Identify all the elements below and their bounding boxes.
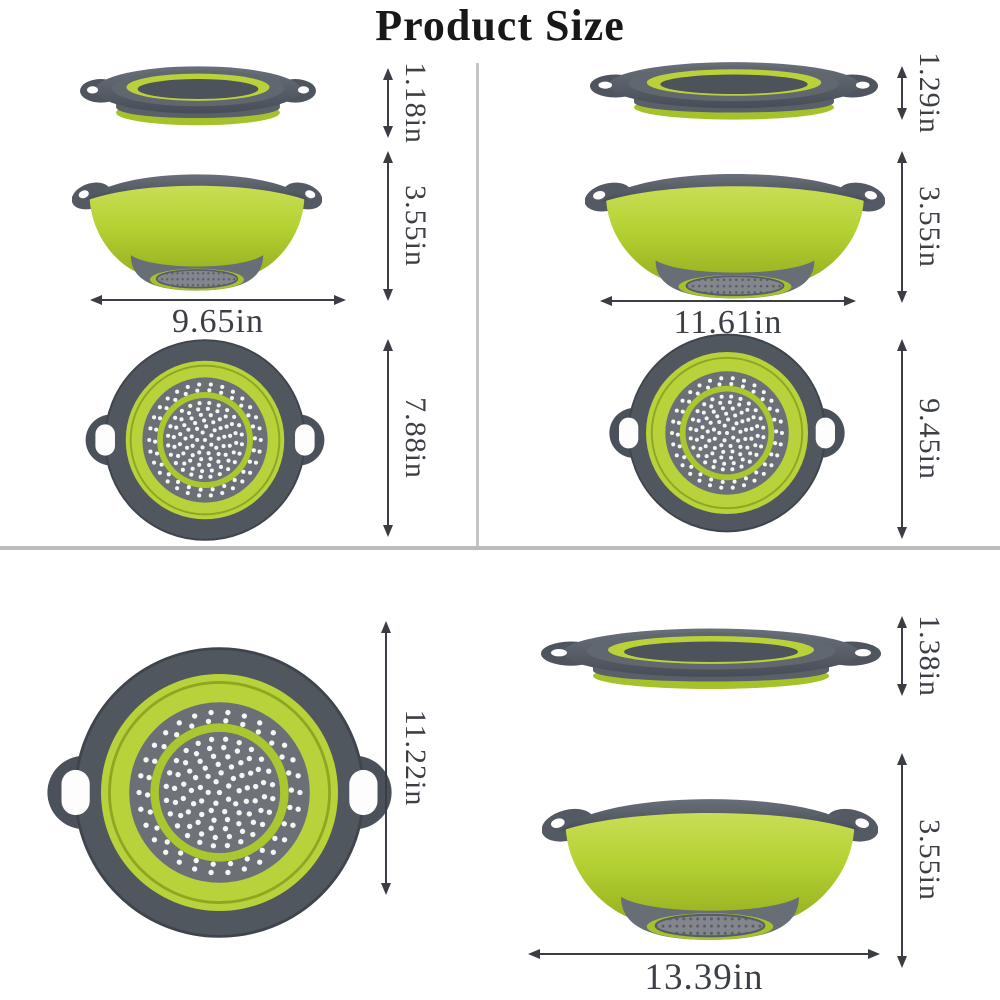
small-colander-expanded-side-view [72,174,322,291]
dim-label-large-width: 13.39in [644,957,764,998]
dim-arrow-large-collapsed-height [897,616,907,696]
dim-label-small-expanded-height: 3.55in [399,185,432,267]
medium-colander-top-view [609,333,845,533]
dim-arrow-large-diameter [381,621,391,895]
dim-arrow-medium-width [600,296,856,306]
dim-arrow-large-expanded-height [897,753,907,968]
dim-label-large-expanded-height: 3.55in [913,819,946,901]
small-colander-top-view [85,339,325,541]
dim-label-medium-diameter: 9.45in [913,398,946,480]
dim-label-medium-expanded-height: 3.55in [913,186,946,268]
dim-arrow-small-diameter [383,339,393,537]
dim-arrow-medium-expanded-height [897,151,907,303]
medium-colander-collapsed-side-view [590,62,878,120]
dim-label-small-width: 9.65in [172,303,264,340]
dim-label-large-collapsed-height: 1.38in [913,615,946,697]
dim-arrow-small-expanded-height [383,151,393,301]
large-colander-expanded-side-view [542,799,878,940]
dim-arrow-small-collapsed-height [383,68,393,138]
dim-label-large-diameter: 11.22in [399,709,432,807]
dim-label-medium-width: 11.61in [673,304,783,341]
dim-label-small-diameter: 7.88in [399,397,432,479]
horizontal-divider [0,546,1000,550]
small-colander-collapsed-side-view [80,66,316,126]
large-colander-collapsed-side-view [541,628,881,689]
dim-arrow-medium-diameter [897,339,907,539]
dim-arrow-large-width [528,949,880,959]
medium-colander-expanded-side-view [585,173,885,299]
dim-arrow-medium-collapsed-height [897,66,907,120]
dim-arrow-small-width [90,295,346,305]
dim-label-medium-collapsed-height: 1.29in [913,52,946,134]
page-title: Product Size [375,1,625,50]
dim-label-small-collapsed-height: 1.18in [399,62,432,144]
vertical-divider [476,63,479,547]
large-colander-top-view [47,647,392,938]
